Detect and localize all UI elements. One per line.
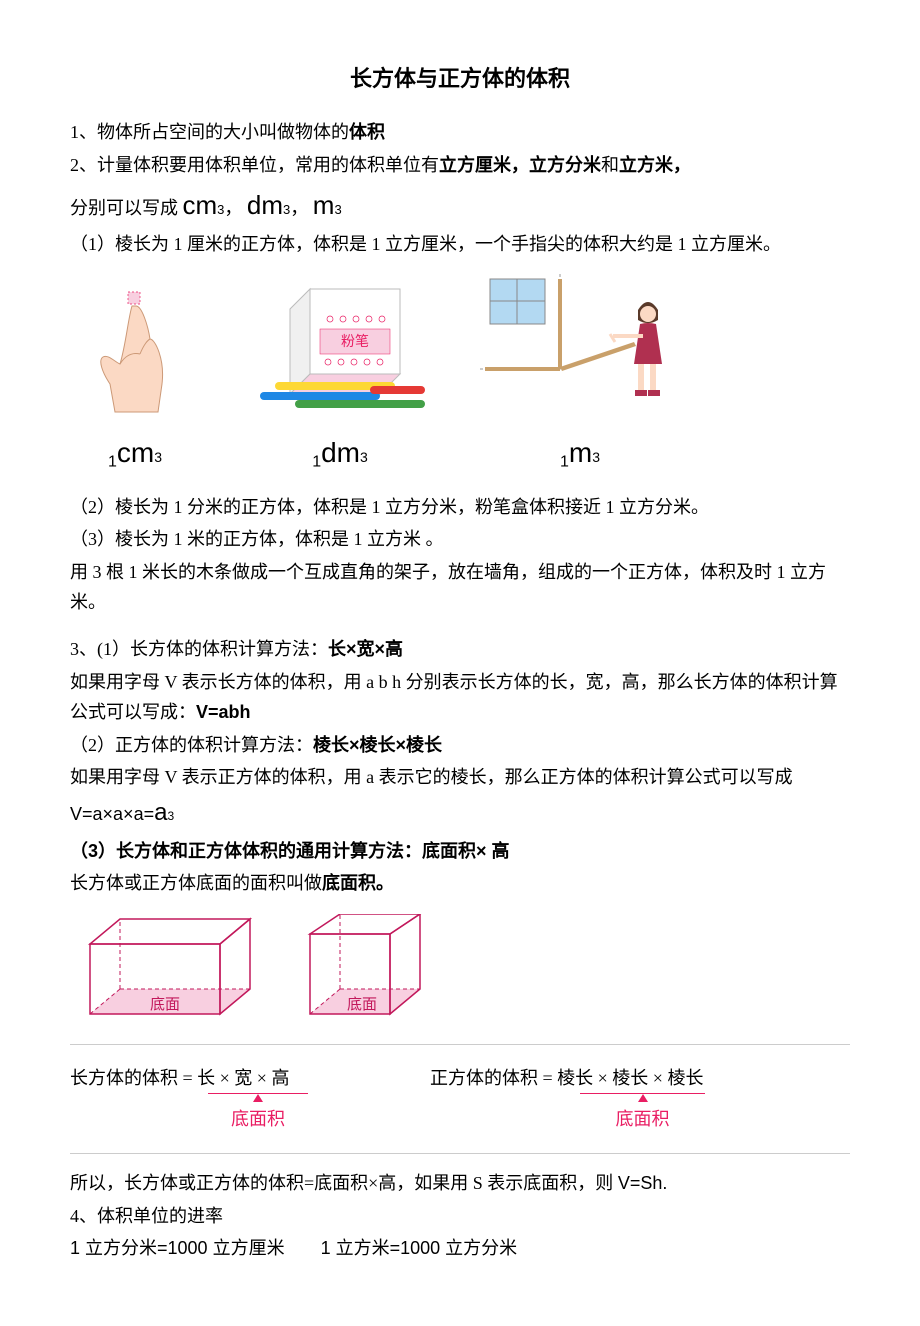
illustration-row: 粉笔 bbox=[70, 274, 850, 424]
svg-text:底面: 底面 bbox=[347, 996, 377, 1013]
formula-cube: 正方体的体积 = 棱长 × 棱长 × 棱长 bbox=[430, 1063, 770, 1094]
formula-box: 长方体的体积 = 长 × 宽 × 高 底面积 正方体的体积 = 棱长 × 棱长 … bbox=[70, 1044, 850, 1154]
para-4: 4、体积单位的进率 bbox=[70, 1201, 850, 1232]
chalk-label: 粉笔 bbox=[341, 334, 369, 350]
bullet-2: （2）棱长为 1 分米的正方体，体积是 1 立方分米，粉笔盒体积接近 1 立方分… bbox=[70, 492, 850, 523]
para-3-1: 3、(1）长方体的体积计算方法：长×宽×高 bbox=[70, 634, 850, 665]
formula-cuboid: 长方体的体积 = 长 × 宽 × 高 bbox=[70, 1063, 370, 1094]
finger-illustration bbox=[70, 284, 200, 424]
para-3-2: 如果用字母 V 表示长方体的体积，用 a b h 分别表示长方体的长，宽，高，那… bbox=[70, 667, 850, 728]
bullet-1: （1）棱长为 1 厘米的正方体，体积是 1 立方厘米，一个手指尖的体积大约是 1… bbox=[70, 229, 850, 260]
svg-text:底面: 底面 bbox=[150, 996, 180, 1013]
base-area-label-2: 底面积 bbox=[580, 1104, 705, 1135]
para-so: 所以，长方体或正方体的体积=底面积×高，如果用 S 表示底面积，则 V=Sh. bbox=[70, 1168, 850, 1199]
chalk-box-illustration: 粉笔 bbox=[240, 274, 440, 424]
para-2a: 2、计量体积要用体积单位，常用的体积单位有立方厘米，立方分米和立方米， bbox=[70, 150, 850, 181]
para-5: 1 立方分米=1000 立方厘米 1 立方米=1000 立方分米 bbox=[70, 1233, 850, 1264]
para-3-4: 如果用字母 V 表示正方体的体积，用 a 表示它的棱长，那么正方体的体积计算公式… bbox=[70, 762, 850, 833]
para-3-3: （2）正方体的体积计算方法：棱长×棱长×棱长 bbox=[70, 730, 850, 761]
page-title: 长方体与正方体的体积 bbox=[70, 60, 850, 97]
para-rods: 用 3 根 1 米长的木条做成一个互成直角的架子，放在墙角，组成的一个正方体，体… bbox=[70, 557, 850, 618]
para-2b: 分别可以写成 cm3， dm3， m3 bbox=[70, 183, 850, 227]
bullet-3: （3）棱长为 1 米的正方体，体积是 1 立方米 。 bbox=[70, 524, 850, 555]
cube-diagram: 底面 bbox=[290, 914, 440, 1034]
base-area-label: 底面积 bbox=[208, 1104, 308, 1135]
caption-row: 1cm3 1dm3 1m3 bbox=[70, 429, 850, 477]
para-3-6: 长方体或正方体底面的面积叫做底面积。 bbox=[70, 868, 850, 899]
para-1: 1、物体所占空间的大小叫做物体的体积 bbox=[70, 117, 850, 148]
room-corner-illustration bbox=[480, 274, 680, 424]
cuboid-diagram: 底面 bbox=[70, 914, 260, 1034]
para-3-5: （3）长方体和正方体体积的通用计算方法：底面积× 高 bbox=[70, 836, 850, 867]
base-boxes-row: 底面 底面 bbox=[70, 914, 850, 1034]
